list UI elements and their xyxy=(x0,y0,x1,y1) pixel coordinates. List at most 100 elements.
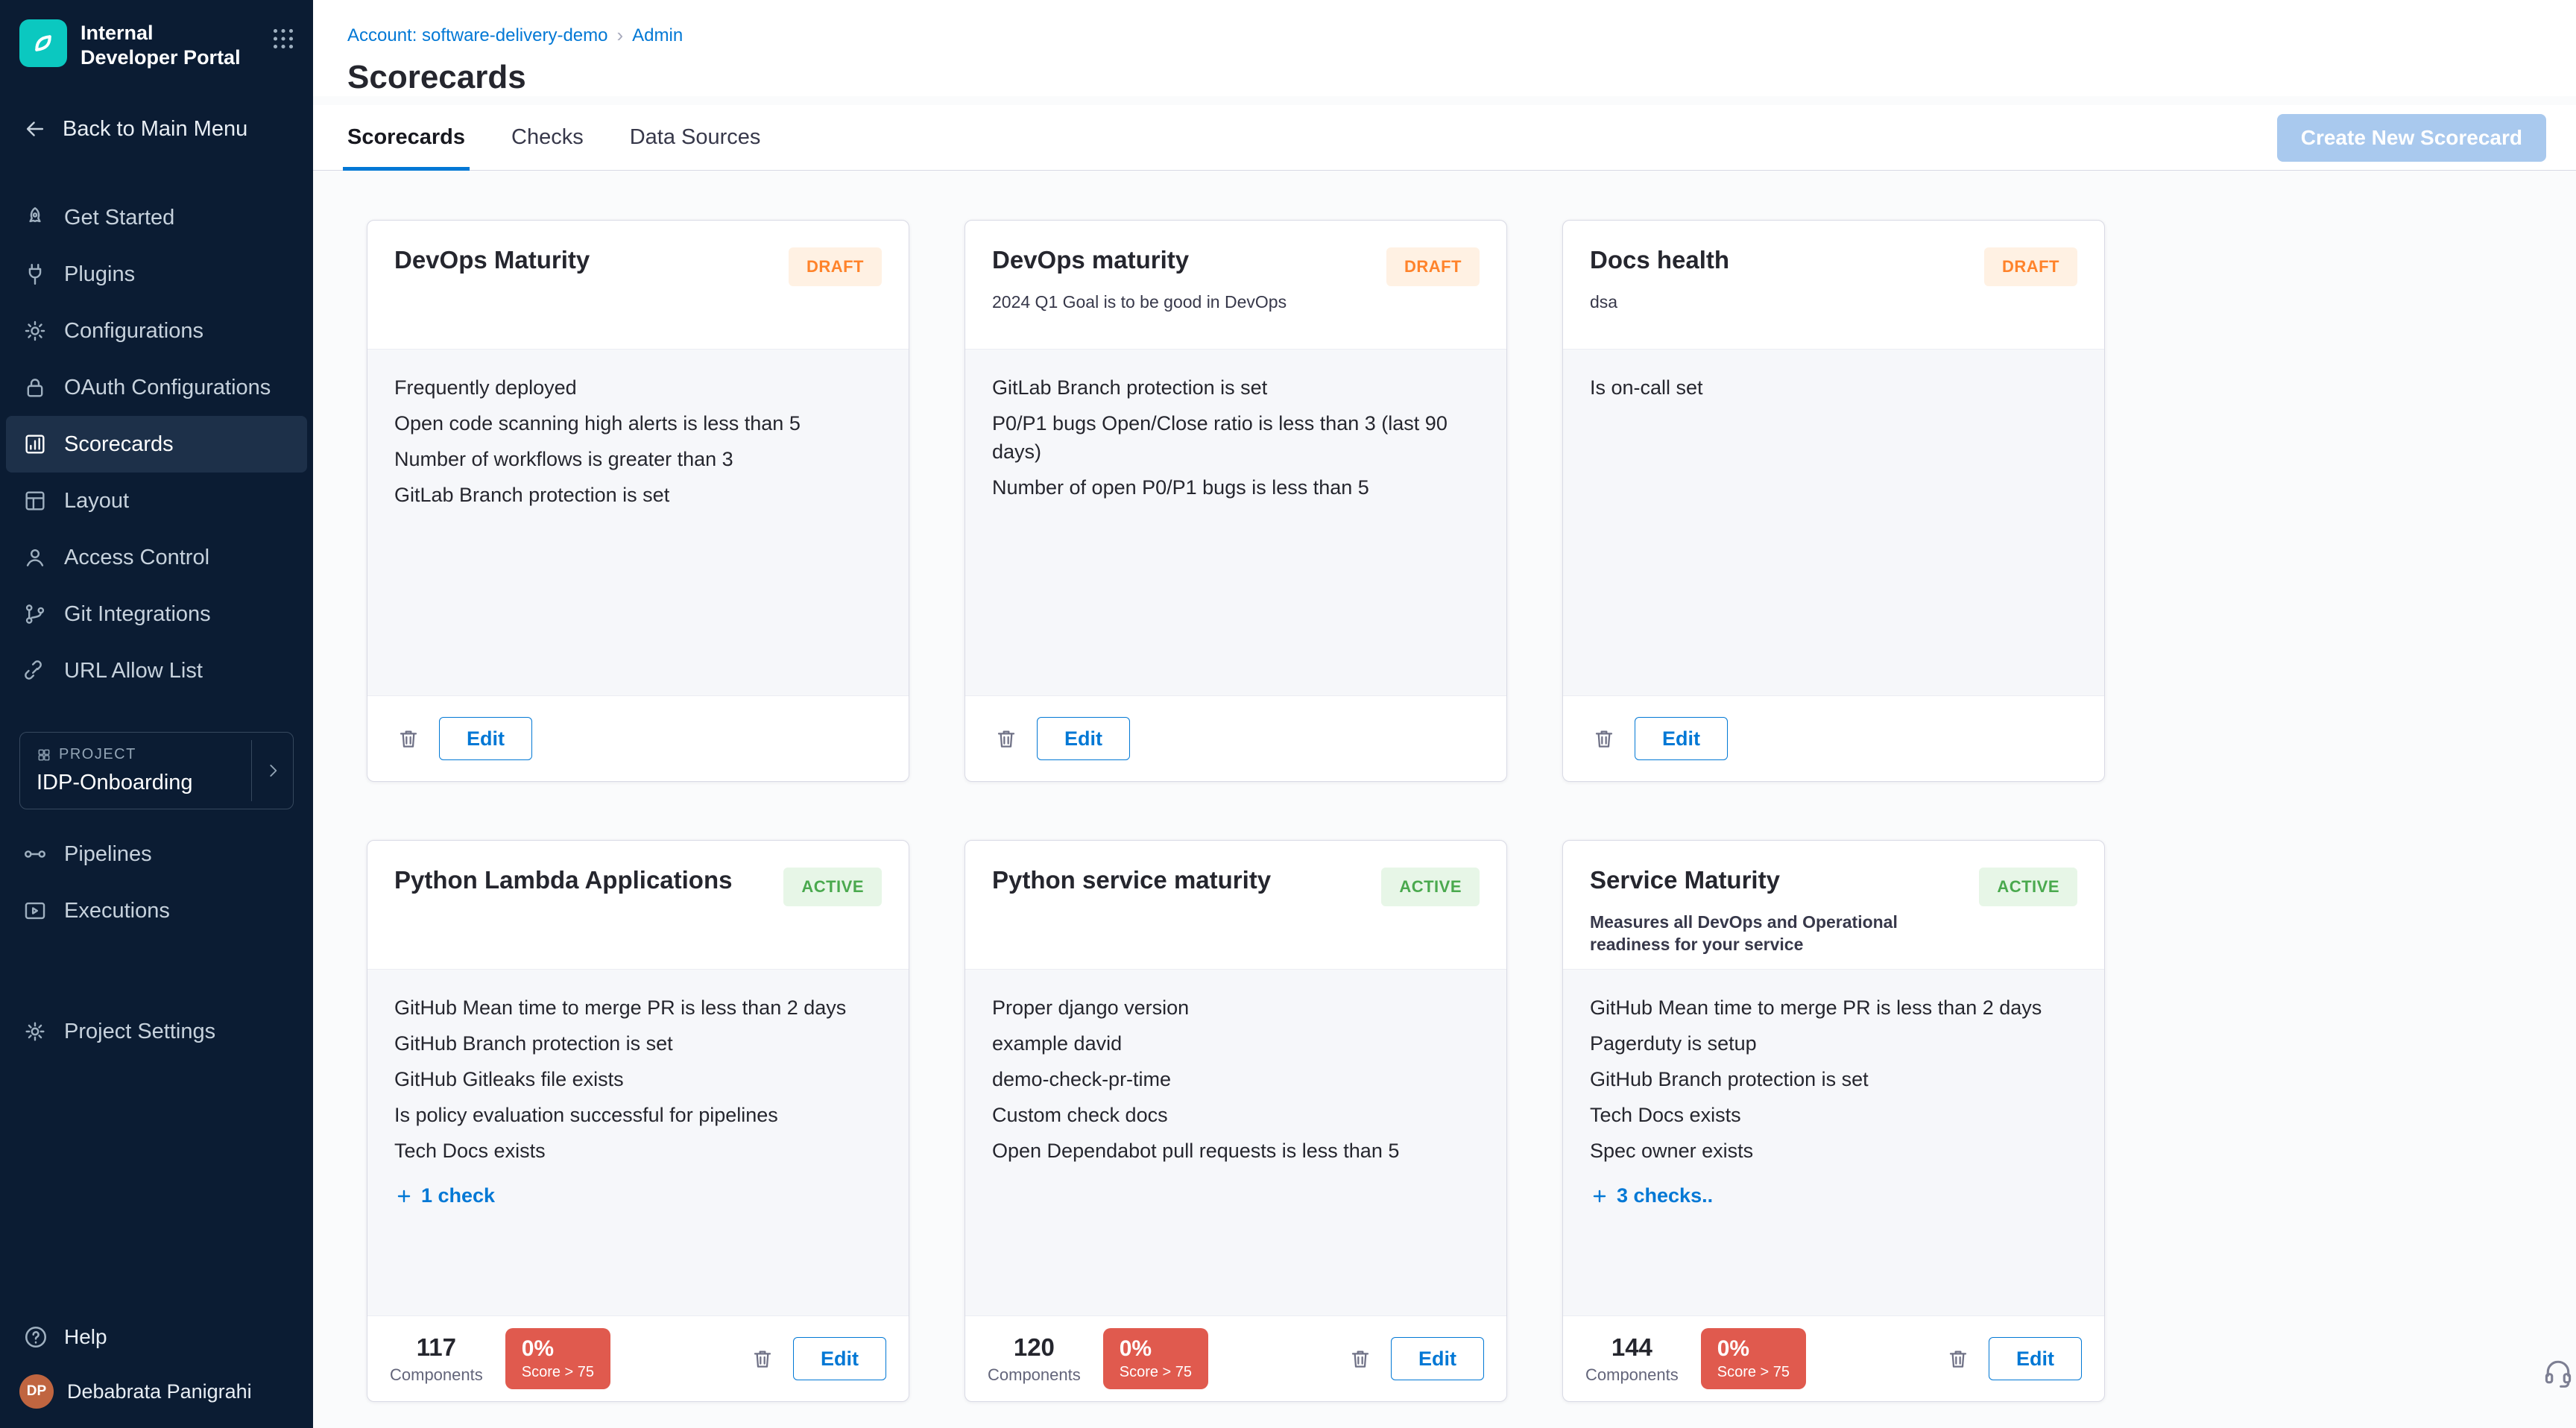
settings-icon xyxy=(22,1019,48,1044)
plus-icon xyxy=(394,1187,414,1206)
avatar: DP xyxy=(19,1374,54,1409)
scorecards-grid: DevOps Maturity DRAFT Frequently deploye… xyxy=(367,220,2546,1402)
sidebar-item-project-settings[interactable]: Project Settings xyxy=(6,1003,307,1060)
components-count: 144 xyxy=(1611,1333,1652,1361)
sidebar-item-label: Access Control xyxy=(64,545,210,569)
score-badge: 0% Score > 75 xyxy=(1102,1328,1209,1389)
git-branch-icon xyxy=(22,601,48,627)
create-new-scorecard-button[interactable]: Create New Scorecard xyxy=(2276,113,2546,162)
tabs: Scorecards Checks Data Sources xyxy=(343,105,806,171)
app-switcher-icon[interactable] xyxy=(270,25,297,52)
project-name: IDP-Onboarding xyxy=(37,771,193,794)
checks-panel: Proper django version example david demo-c… xyxy=(965,969,1506,1316)
check-item: Pagerduty is setup xyxy=(1590,1032,1757,1055)
sidebar-item-configurations[interactable]: Configurations xyxy=(6,303,307,359)
scorecard-card-service-maturity: Service Maturity ACTIVE Measures all Dev… xyxy=(1562,840,2105,1402)
edit-scorecard-button[interactable]: Edit xyxy=(1635,717,1728,760)
delete-scorecard-button[interactable] xyxy=(1585,720,1623,757)
scorecard-card-devops-maturity: DevOps maturity DRAFT 2024 Q1 Goal is to… xyxy=(965,220,1507,782)
tab-checks[interactable]: Checks xyxy=(511,125,584,149)
delete-scorecard-button[interactable] xyxy=(744,1340,781,1377)
back-to-main-menu[interactable]: Back to Main Menu xyxy=(0,116,313,142)
tab-data-sources[interactable]: Data Sources xyxy=(629,125,761,149)
score-threshold-label: Score > 75 xyxy=(1717,1364,1790,1380)
scorecard-name: Python Lambda Applications xyxy=(394,866,733,894)
layout-icon xyxy=(22,488,48,514)
support-headset-icon[interactable] xyxy=(2542,1356,2575,1392)
sidebar-item-plugins[interactable]: Plugins xyxy=(6,246,307,303)
edit-scorecard-button[interactable]: Edit xyxy=(439,717,532,760)
edit-scorecard-button[interactable]: Edit xyxy=(1391,1337,1484,1380)
project-eyebrow-label: PROJECT xyxy=(59,746,136,762)
delete-scorecard-button[interactable] xyxy=(390,720,427,757)
sidebar-item-url-allow-list[interactable]: URL Allow List xyxy=(6,642,307,699)
more-checks-link[interactable]: 1 check xyxy=(394,1184,882,1207)
sidebar-item-git-integrations[interactable]: Git Integrations xyxy=(6,586,307,642)
check-item: GitHub Branch protection is set xyxy=(394,1032,673,1055)
sidebar-item-label: Plugins xyxy=(64,262,136,286)
gears-icon xyxy=(22,318,48,344)
check-item: GitHub Gitleaks file exists xyxy=(394,1068,624,1090)
delete-scorecard-button[interactable] xyxy=(1342,1340,1379,1377)
sidebar-item-access-control[interactable]: Access Control xyxy=(6,529,307,586)
score-badge: 0% Score > 75 xyxy=(1700,1328,1807,1389)
edit-scorecard-button[interactable]: Edit xyxy=(1989,1337,2082,1380)
sidebar-item-oauth-configurations[interactable]: OAuth Configurations xyxy=(6,359,307,416)
check-item: P0/P1 bugs Open/Close ratio is less than… xyxy=(992,412,1448,463)
components-label: Components xyxy=(390,1365,483,1384)
sidebar-item-label: Get Started xyxy=(64,205,175,230)
sidebar-bottom: Help DP Debabrata Panigrahi xyxy=(0,1310,313,1428)
sidebar-item-label: URL Allow List xyxy=(64,658,203,683)
brand-title: Internal Developer Portal xyxy=(80,22,241,69)
user-menu[interactable]: DP Debabrata Panigrahi xyxy=(0,1364,313,1413)
status-badge: DRAFT xyxy=(788,247,882,286)
checks-panel: GitHub Mean time to merge PR is less tha… xyxy=(367,969,909,1316)
sidebar-item-pipelines[interactable]: Pipelines xyxy=(6,826,307,882)
scorecard-card-docs-health: Docs health DRAFT dsa Is on-call set xyxy=(1562,220,2105,782)
edit-scorecard-button[interactable]: Edit xyxy=(793,1337,886,1380)
checks-list: Is on-call set xyxy=(1590,373,2077,402)
scorecard-description: dsa xyxy=(1590,292,1618,312)
breadcrumb-account-link[interactable]: Account: software-delivery-demo xyxy=(347,25,608,45)
scorecard-card-python-service-maturity: Python service maturity ACTIVE Proper dj… xyxy=(965,840,1507,1402)
scorecard-name: Service Maturity xyxy=(1590,866,1780,894)
question-icon xyxy=(22,1324,49,1350)
components-count: 120 xyxy=(1013,1333,1055,1361)
breadcrumb: Account: software-delivery-demo › Admin xyxy=(347,24,2546,47)
page-header: Account: software-delivery-demo › Admin … xyxy=(313,0,2576,96)
delete-scorecard-button[interactable] xyxy=(1939,1340,1977,1377)
breadcrumb-admin-link[interactable]: Admin xyxy=(632,25,684,45)
project-selector[interactable]: PROJECT IDP-Onboarding xyxy=(19,732,294,809)
trash-icon xyxy=(397,727,420,751)
sidebar-item-label: Layout xyxy=(64,488,130,513)
main-content: Account: software-delivery-demo › Admin … xyxy=(313,0,2576,1428)
help-button[interactable]: Help xyxy=(0,1310,313,1364)
checks-list: GitHub Mean time to merge PR is less tha… xyxy=(1590,993,2077,1165)
components-label: Components xyxy=(988,1365,1081,1384)
rocket-icon xyxy=(22,205,48,230)
sidebar-item-layout[interactable]: Layout xyxy=(6,473,307,529)
check-item: demo-check-pr-time xyxy=(992,1068,1172,1090)
sidebar-item-get-started[interactable]: Get Started xyxy=(6,189,307,246)
page-title: Scorecards xyxy=(347,59,526,95)
card-footer: Edit xyxy=(367,696,909,781)
check-item: Open Dependabot pull requests is less th… xyxy=(992,1140,1400,1162)
lock-icon xyxy=(22,375,48,400)
scorecard-card-devops-maturity: DevOps Maturity DRAFT Frequently deploye… xyxy=(367,220,909,782)
scorecard-name: Python service maturity xyxy=(992,866,1272,894)
check-item: Number of open P0/P1 bugs is less than 5 xyxy=(992,476,1369,499)
check-item: Proper django version xyxy=(992,996,1190,1019)
more-checks-link[interactable]: 3 checks.. xyxy=(1590,1184,2077,1207)
plug-icon xyxy=(22,262,48,287)
chevron-right-icon xyxy=(251,740,293,801)
card-footer: 120 Components 0% Score > 75 Edit xyxy=(965,1316,1506,1401)
edit-scorecard-button[interactable]: Edit xyxy=(1037,717,1130,760)
card-footer: 117 Components 0% Score > 75 Edit xyxy=(367,1316,909,1401)
tab-scorecards[interactable]: Scorecards xyxy=(343,105,470,171)
sidebar-item-executions[interactable]: Executions xyxy=(6,882,307,939)
sidebar-item-scorecards[interactable]: Scorecards xyxy=(6,416,307,473)
delete-scorecard-button[interactable] xyxy=(988,720,1025,757)
back-label: Back to Main Menu xyxy=(63,116,248,141)
sidebar-nav-primary: Get Started Plugins Configurations OAuth Co… xyxy=(0,189,313,699)
status-badge: ACTIVE xyxy=(1381,868,1480,906)
